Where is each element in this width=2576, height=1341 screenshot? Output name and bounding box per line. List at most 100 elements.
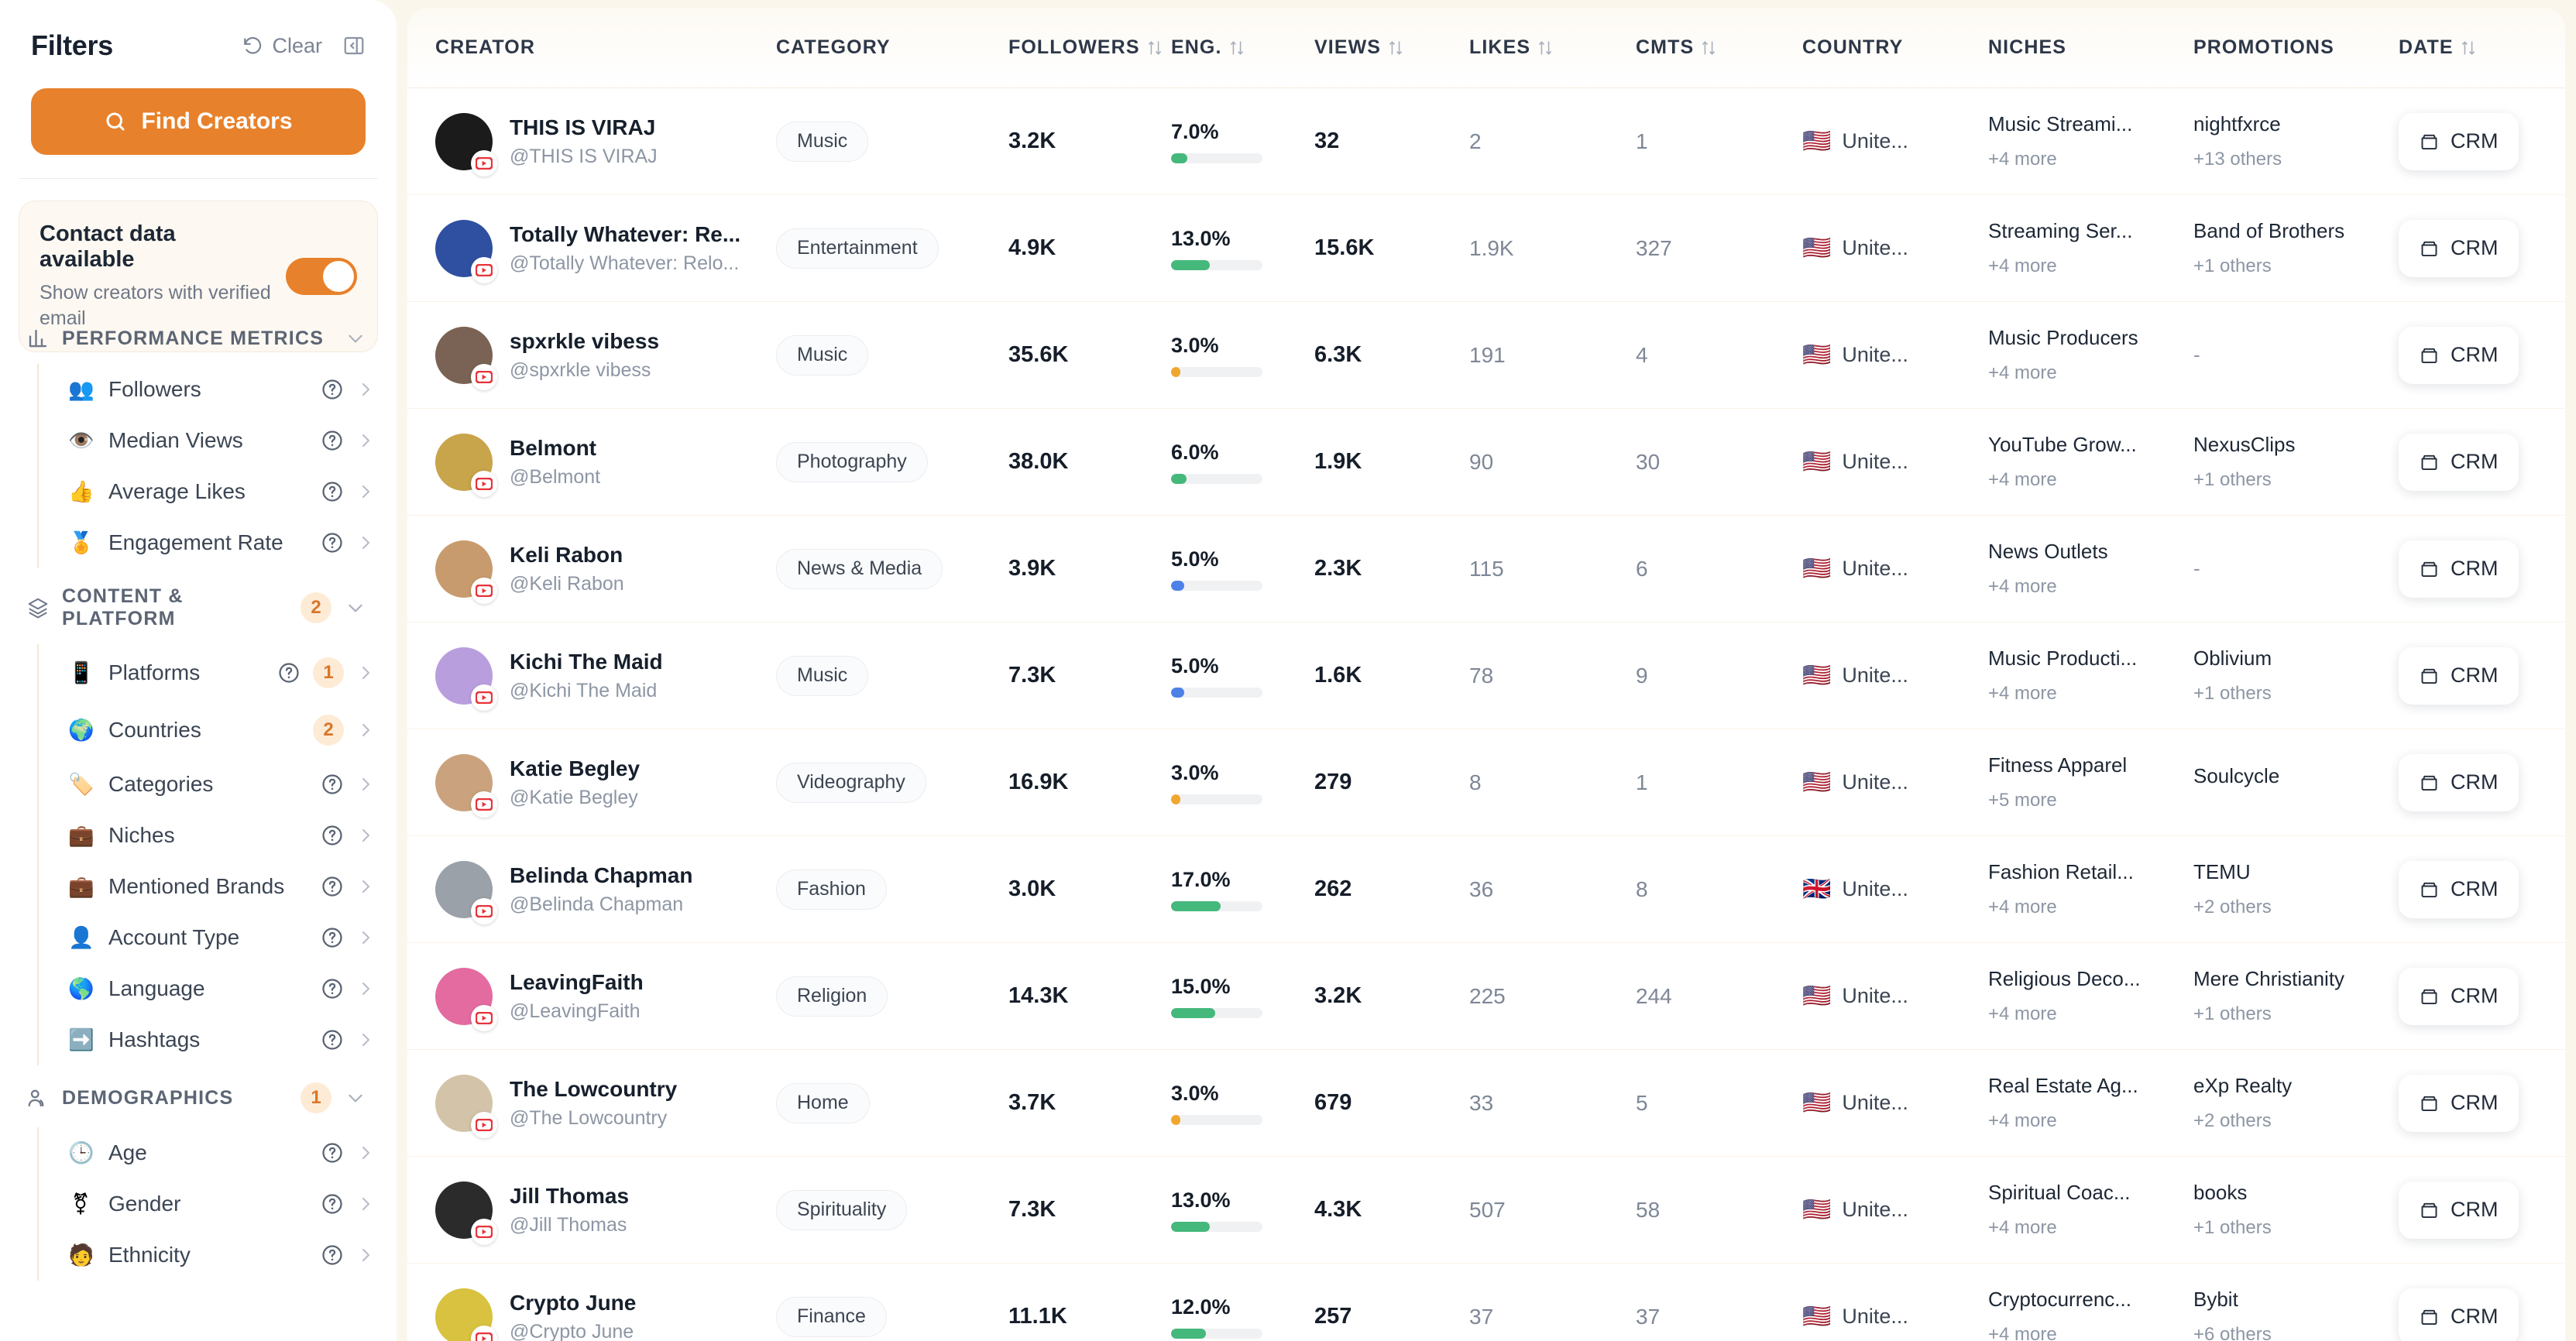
filter-item-mentioned-brands[interactable]: 💼 Mentioned Brands bbox=[39, 861, 397, 912]
chevron-right-icon[interactable] bbox=[356, 482, 375, 501]
column-header-likes[interactable]: LIKES bbox=[1469, 36, 1636, 59]
help-circle-icon[interactable] bbox=[321, 773, 344, 796]
filter-item-gender[interactable]: ⚧ Gender bbox=[39, 1178, 397, 1230]
creator-cell[interactable]: Keli Rabon @Keli Rabon bbox=[435, 540, 776, 604]
creator-cell[interactable]: Totally Whatever: Re... @Totally Whatever… bbox=[435, 219, 776, 283]
table-row[interactable]: Katie Begley @Katie Begley Videography 16.9… bbox=[407, 729, 2565, 836]
category-chip[interactable]: Finance bbox=[776, 1296, 887, 1337]
table-row[interactable]: Jill Thomas @Jill Thomas Spirituality 7.3K 1… bbox=[407, 1157, 2565, 1264]
crm-button[interactable]: CRM bbox=[2399, 219, 2519, 277]
help-circle-icon[interactable] bbox=[321, 926, 344, 949]
chevron-down-icon[interactable] bbox=[345, 1088, 366, 1108]
filter-section-header-content-platform[interactable]: CONTENT & PLATFORM 2 bbox=[0, 568, 397, 644]
chevron-down-icon[interactable] bbox=[345, 598, 366, 618]
crm-button[interactable]: CRM bbox=[2399, 1288, 2519, 1341]
help-circle-icon[interactable] bbox=[321, 977, 344, 1000]
filter-item-niches[interactable]: 💼 Niches bbox=[39, 810, 397, 861]
table-row[interactable]: Belinda Chapman @Belinda Chapman Fashion 3.… bbox=[407, 836, 2565, 943]
help-circle-icon[interactable] bbox=[321, 1141, 344, 1164]
chevron-right-icon[interactable] bbox=[356, 775, 375, 794]
chevron-right-icon[interactable] bbox=[356, 928, 375, 947]
crm-button[interactable]: CRM bbox=[2399, 1181, 2519, 1239]
category-chip[interactable]: Religion bbox=[776, 976, 888, 1017]
contact-data-toggle[interactable] bbox=[286, 258, 357, 295]
creator-cell[interactable]: Belinda Chapman @Belinda Chapman bbox=[435, 860, 776, 924]
filter-item-account-type[interactable]: 👤 Account Type bbox=[39, 912, 397, 963]
category-chip[interactable]: Home bbox=[776, 1082, 870, 1123]
crm-button[interactable]: CRM bbox=[2399, 753, 2519, 811]
chevron-right-icon[interactable] bbox=[356, 1144, 375, 1162]
sort-icon[interactable] bbox=[1228, 39, 1245, 57]
filter-item-median-views[interactable]: 👁️ Median Views bbox=[39, 415, 397, 466]
creator-cell[interactable]: The Lowcountry @The Lowcountry bbox=[435, 1074, 776, 1138]
filter-item-engagement-rate[interactable]: 🏅 Engagement Rate bbox=[39, 517, 397, 568]
category-chip[interactable]: Music bbox=[776, 121, 869, 162]
category-chip[interactable]: Videography bbox=[776, 762, 926, 803]
help-circle-icon[interactable] bbox=[321, 1192, 344, 1216]
sort-icon[interactable] bbox=[1146, 39, 1163, 57]
help-circle-icon[interactable] bbox=[321, 875, 344, 898]
chevron-right-icon[interactable] bbox=[356, 1195, 375, 1213]
category-chip[interactable]: Fashion bbox=[776, 869, 887, 910]
creator-cell[interactable]: THIS IS VIRAJ @THIS IS VIRAJ bbox=[435, 112, 776, 177]
creator-cell[interactable]: Crypto June @Crypto June bbox=[435, 1288, 776, 1341]
creator-cell[interactable]: Kichi The Maid @Kichi The Maid bbox=[435, 646, 776, 711]
chevron-down-icon[interactable] bbox=[345, 328, 366, 348]
sort-icon[interactable] bbox=[1537, 39, 1554, 57]
column-header-cmts[interactable]: CMTS bbox=[1636, 36, 1802, 59]
filter-item-categories[interactable]: 🏷️ Categories bbox=[39, 759, 397, 810]
table-row[interactable]: Keli Rabon @Keli Rabon News & Media 3.9K 5.0… bbox=[407, 516, 2565, 622]
chevron-right-icon[interactable] bbox=[356, 826, 375, 845]
filter-item-ethnicity[interactable]: 🧑 Ethnicity bbox=[39, 1230, 397, 1281]
crm-button[interactable]: CRM bbox=[2399, 112, 2519, 170]
chevron-right-icon[interactable] bbox=[356, 1031, 375, 1049]
collapse-panel-icon[interactable] bbox=[342, 34, 366, 57]
sort-icon[interactable] bbox=[2460, 39, 2477, 57]
table-row[interactable]: spxrkle vibess @spxrkle vibess Music 35.6K 3… bbox=[407, 302, 2565, 409]
category-chip[interactable]: Spirituality bbox=[776, 1189, 908, 1230]
creator-cell[interactable]: Belmont @Belmont bbox=[435, 433, 776, 497]
help-circle-icon[interactable] bbox=[321, 429, 344, 452]
category-chip[interactable]: Music bbox=[776, 334, 869, 376]
table-row[interactable]: THIS IS VIRAJ @THIS IS VIRAJ Music 3.2K 7.0%… bbox=[407, 88, 2565, 195]
clear-filters-button[interactable]: Clear bbox=[242, 34, 322, 58]
chevron-right-icon[interactable] bbox=[356, 664, 375, 682]
crm-button[interactable]: CRM bbox=[2399, 860, 2519, 918]
crm-button[interactable]: CRM bbox=[2399, 967, 2519, 1025]
table-row[interactable]: Kichi The Maid @Kichi The Maid Music 7.3K 5.… bbox=[407, 622, 2565, 729]
help-circle-icon[interactable] bbox=[277, 661, 301, 684]
category-chip[interactable]: Music bbox=[776, 655, 869, 696]
category-chip[interactable]: Entertainment bbox=[776, 228, 939, 269]
chevron-right-icon[interactable] bbox=[356, 877, 375, 896]
creator-cell[interactable]: Katie Begley @Katie Begley bbox=[435, 753, 776, 818]
help-circle-icon[interactable] bbox=[321, 378, 344, 401]
chevron-right-icon[interactable] bbox=[356, 721, 375, 739]
column-header-views[interactable]: VIEWS bbox=[1314, 36, 1469, 59]
crm-button[interactable]: CRM bbox=[2399, 1074, 2519, 1132]
filter-section-header-demographics[interactable]: DEMOGRAPHICS 1 bbox=[0, 1065, 397, 1127]
crm-button[interactable]: CRM bbox=[2399, 540, 2519, 598]
filter-sections-list[interactable]: PERFORMANCE METRICS 👥 Followers 👁️ Median Vi… bbox=[0, 310, 397, 1341]
filter-item-average-likes[interactable]: 👍 Average Likes bbox=[39, 466, 397, 517]
table-row[interactable]: Belmont @Belmont Photography 38.0K 6.0% 1.9K 9… bbox=[407, 409, 2565, 516]
help-circle-icon[interactable] bbox=[321, 480, 344, 503]
help-circle-icon[interactable] bbox=[321, 1028, 344, 1051]
table-row[interactable]: The Lowcountry @The Lowcountry Home 3.7K 3.0… bbox=[407, 1050, 2565, 1157]
filter-item-age[interactable]: 🕒 Age bbox=[39, 1127, 397, 1178]
crm-button[interactable]: CRM bbox=[2399, 646, 2519, 705]
category-chip[interactable]: Photography bbox=[776, 441, 928, 482]
sort-icon[interactable] bbox=[1700, 39, 1717, 57]
creator-cell[interactable]: Jill Thomas @Jill Thomas bbox=[435, 1181, 776, 1245]
table-row[interactable]: LeavingFaith @LeavingFaith Religion 14.3K 15… bbox=[407, 943, 2565, 1050]
table-row[interactable]: Totally Whatever: Re... @Totally Whatever… bbox=[407, 195, 2565, 302]
column-header-date[interactable]: DATE bbox=[2399, 36, 2546, 59]
filter-section-header-performance-metrics[interactable]: PERFORMANCE METRICS bbox=[0, 310, 397, 364]
category-chip[interactable]: News & Media bbox=[776, 548, 943, 589]
chevron-right-icon[interactable] bbox=[356, 533, 375, 552]
filter-item-platforms[interactable]: 📱 Platforms 1 bbox=[39, 644, 397, 701]
crm-button[interactable]: CRM bbox=[2399, 326, 2519, 384]
sort-icon[interactable] bbox=[1387, 39, 1404, 57]
chevron-right-icon[interactable] bbox=[356, 979, 375, 998]
help-circle-icon[interactable] bbox=[321, 531, 344, 554]
filter-item-followers[interactable]: 👥 Followers bbox=[39, 364, 397, 415]
